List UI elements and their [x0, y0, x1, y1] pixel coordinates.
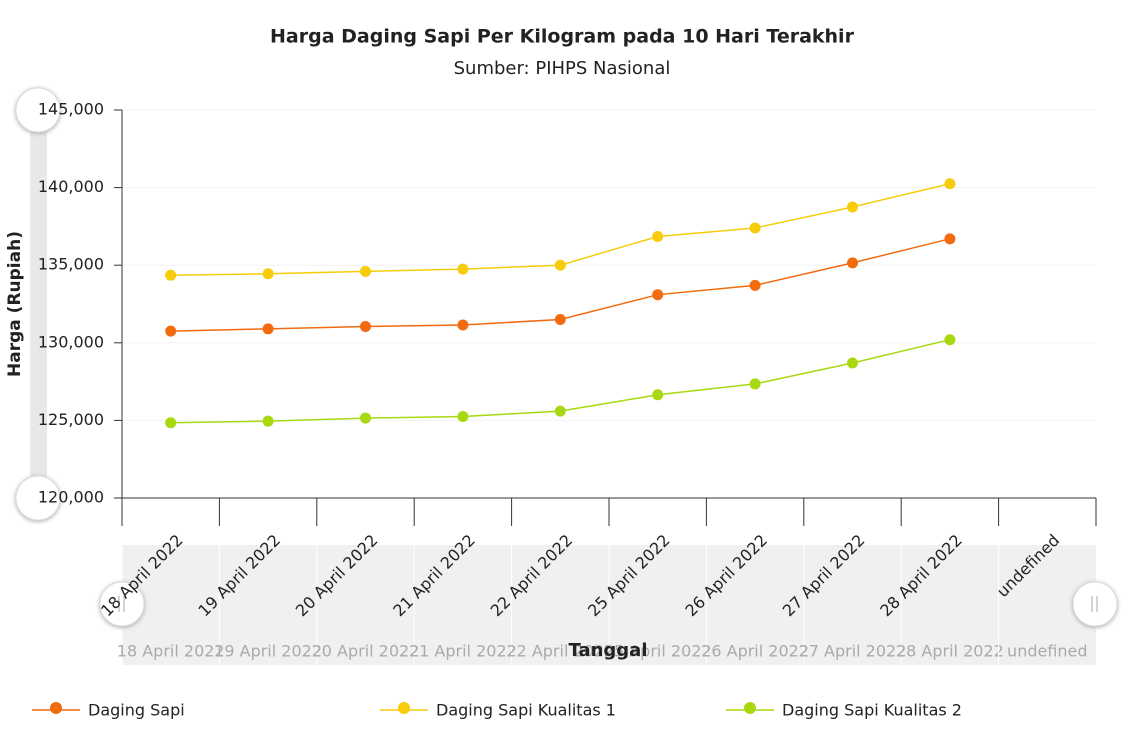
x-axis-title: Tanggal	[568, 640, 647, 661]
data-point	[554, 405, 566, 417]
data-point	[652, 389, 664, 401]
legend-marker	[50, 702, 62, 714]
data-point	[944, 178, 956, 190]
y-tick-label: 120,000	[38, 488, 104, 507]
navigator-label: 25 April 2022	[604, 642, 712, 661]
navigator-label: 19 April 2022	[214, 642, 322, 661]
data-point	[457, 263, 469, 275]
data-point	[262, 268, 274, 280]
data-point	[457, 411, 469, 423]
y-tick-label: 140,000	[38, 177, 104, 196]
scroll-handle[interactable]	[15, 87, 61, 133]
data-point	[360, 412, 371, 424]
data-point	[262, 415, 274, 427]
legend-label: Daging Sapi Kualitas 2	[782, 701, 962, 720]
chart-subtitle: Sumber: PIHPS Nasional	[454, 58, 671, 79]
data-point	[262, 323, 274, 335]
navigator-label: undefined	[1007, 642, 1088, 661]
data-point	[554, 259, 566, 271]
navigator-label: 26 April 2022	[701, 642, 809, 661]
data-point	[847, 257, 858, 269]
data-point	[944, 233, 956, 245]
data-point	[749, 378, 761, 390]
scroll-handle[interactable]	[1072, 581, 1118, 627]
scroll-handle[interactable]	[15, 475, 61, 521]
y-tick-label: 125,000	[38, 410, 104, 429]
data-point	[944, 334, 956, 346]
navigator-label: 20 April 2022	[312, 642, 420, 661]
data-point	[652, 289, 664, 301]
data-point	[847, 201, 858, 213]
y-tick-label: 130,000	[38, 332, 104, 351]
data-point	[749, 222, 761, 234]
legend-label: Daging Sapi Kualitas 1	[436, 701, 616, 720]
data-point	[165, 325, 177, 337]
data-point	[652, 230, 664, 242]
navigator-label: 27 April 2022	[799, 642, 907, 661]
y-tick-label: 135,000	[38, 255, 104, 274]
navigator-label: 28 April 2022	[896, 642, 1004, 661]
navigator-label: 18 April 2022	[117, 642, 225, 661]
data-point	[749, 279, 761, 291]
data-point	[165, 269, 177, 281]
scroll-handle[interactable]	[99, 581, 145, 627]
v-scrollbar[interactable]	[30, 110, 47, 498]
data-point	[847, 357, 858, 369]
data-point	[360, 321, 371, 333]
data-point	[554, 314, 566, 326]
legend-marker	[744, 702, 756, 714]
data-point	[165, 417, 177, 429]
chart-title: Harga Daging Sapi Per Kilogram pada 10 H…	[270, 26, 855, 48]
legend-marker	[398, 702, 410, 714]
navigator-label: 21 April 2022	[409, 642, 517, 661]
data-point	[360, 265, 371, 277]
data-point	[457, 319, 469, 331]
navigator-label: 22 April 2022	[506, 642, 614, 661]
y-tick-label: 145,000	[38, 100, 104, 119]
legend-label: Daging Sapi	[88, 701, 185, 720]
y-axis-title: Harga (Rupiah)	[5, 231, 25, 377]
